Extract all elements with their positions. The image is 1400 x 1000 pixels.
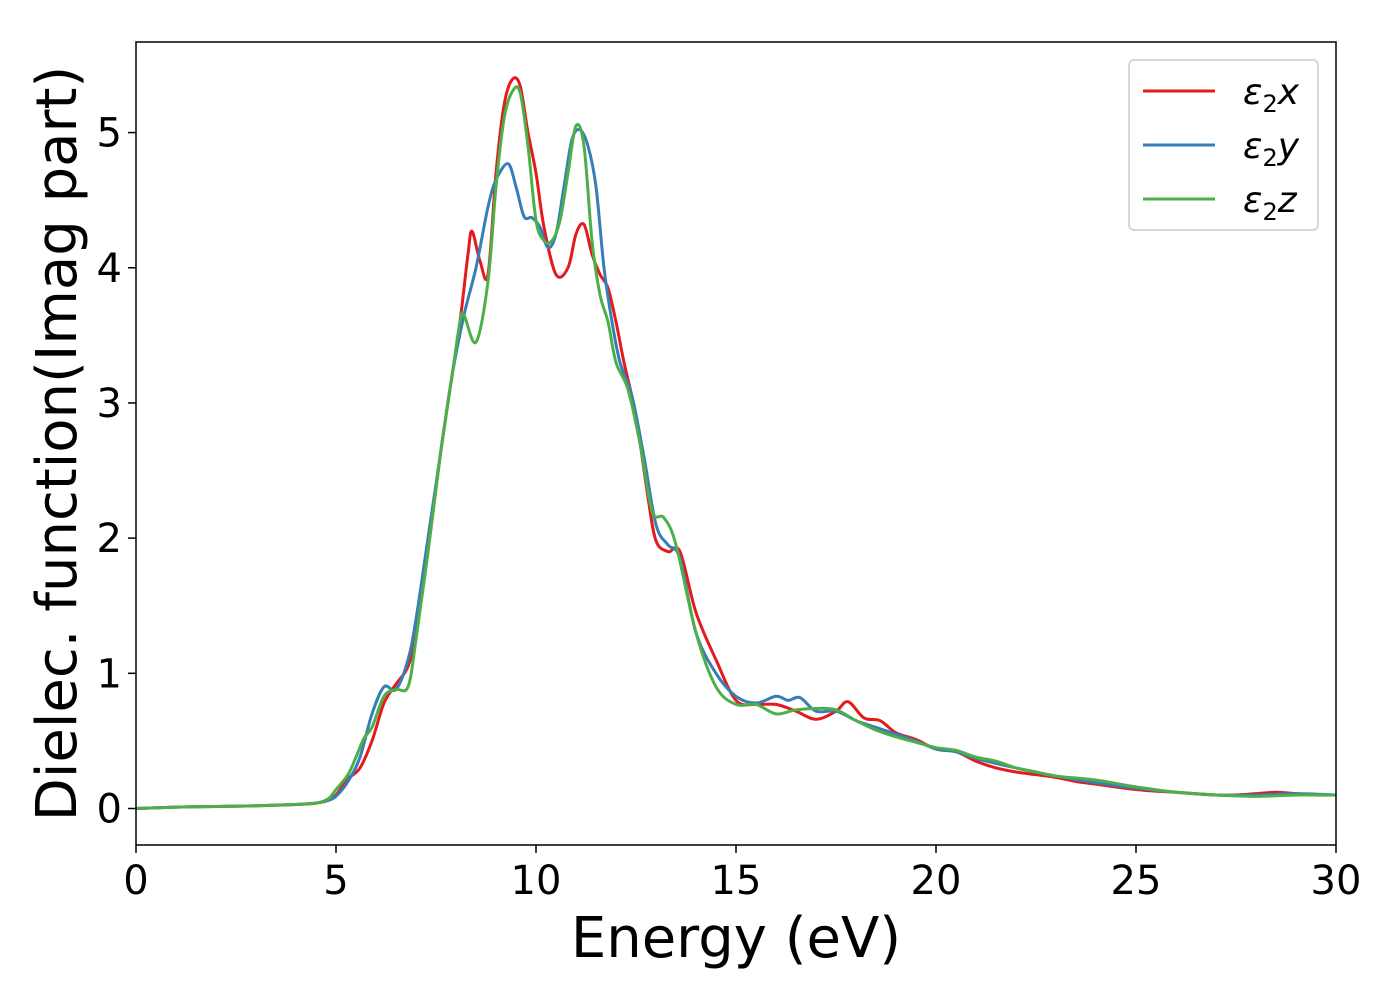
- x-tick-label: 15: [711, 858, 762, 904]
- x-tick-label: 20: [911, 858, 962, 904]
- legend-label-x: ε2x: [1243, 72, 1300, 118]
- y-tick-label: 4: [97, 246, 122, 292]
- x-axis-label: Energy (eV): [571, 906, 901, 971]
- series-line-z: [135, 85, 1337, 810]
- legend-label-z: ε2z: [1243, 180, 1298, 226]
- y-tick-label: 2: [97, 516, 122, 562]
- x-axis-ticks: 0 5 10 15 20 25 30: [123, 845, 1361, 904]
- legend: ε2x ε2y ε2z: [1128, 59, 1319, 231]
- x-tick-label: 10: [511, 858, 562, 904]
- series-line-y: [135, 128, 1337, 810]
- legend-box: [1128, 59, 1319, 231]
- y-tick-label: 3: [97, 381, 122, 427]
- x-tick-label: 5: [323, 858, 348, 904]
- y-tick-label: 5: [97, 111, 122, 157]
- y-axis-ticks: 0 1 2 3 4 5: [97, 111, 136, 833]
- y-tick-label: 1: [97, 651, 122, 697]
- x-tick-label: 30: [1311, 858, 1362, 904]
- x-tick-label: 0: [123, 858, 148, 904]
- series-layer: [135, 76, 1337, 810]
- y-tick-label: 0: [97, 787, 122, 833]
- y-axis-label: Dielec. function(Imag part): [25, 66, 90, 822]
- x-tick-label: 25: [1111, 858, 1162, 904]
- legend-label-y: ε2y: [1243, 126, 1300, 172]
